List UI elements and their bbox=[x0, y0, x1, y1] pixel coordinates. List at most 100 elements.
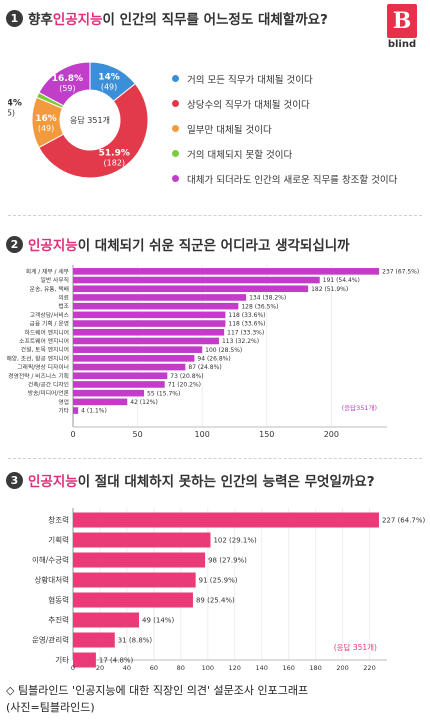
pie-center-label: 응답 351개 bbox=[70, 115, 110, 125]
bar bbox=[73, 268, 380, 275]
caption-line-1: ◇ 팀블라인드 '인공지능에 대한 직장인 의견' 설문조사 인포그래프 bbox=[6, 684, 309, 697]
tick-label: 180 bbox=[309, 664, 321, 672]
category-label: 건설, 토목 엔지니어 bbox=[21, 346, 69, 354]
pie-slice bbox=[38, 61, 91, 107]
tick-label: 200 bbox=[324, 430, 339, 439]
category-label: 협동력 bbox=[48, 595, 69, 605]
legend-label: 상당수의 직무가 대체될 것이다 bbox=[187, 99, 310, 111]
title-suffix: 이 절대 대체하지 못하는 인간의 능력은 무엇일까요? bbox=[77, 474, 375, 490]
bar bbox=[73, 632, 115, 648]
bar bbox=[73, 311, 226, 319]
category-label: 건축/공간 디자인 bbox=[28, 380, 69, 388]
legend-swatch bbox=[172, 75, 179, 82]
value-label: 227 (64.7%) bbox=[382, 516, 426, 524]
title-highlight: 인공지능 bbox=[28, 238, 78, 254]
value-label: 49 (14%) bbox=[142, 616, 174, 624]
pie-count-label: (5) bbox=[8, 108, 15, 117]
legend-item: 대체가 되더라도 인간의 새로운 직무를 창조할 것이다 bbox=[172, 166, 397, 191]
bar bbox=[73, 320, 226, 327]
bar bbox=[73, 302, 239, 310]
value-label: 98 (27.9%) bbox=[208, 556, 247, 564]
pie-legend: 거의 모든 직무가 대체될 것이다 상당수의 직무가 대체될 것이다 일부만 대체될… bbox=[172, 66, 397, 191]
logo-text: blind bbox=[387, 39, 417, 50]
value-label: 100 (28.5%) bbox=[205, 347, 242, 354]
bar bbox=[73, 572, 196, 588]
section-divider bbox=[8, 215, 422, 216]
pie-percent-label: 51.9% bbox=[99, 149, 130, 159]
bar bbox=[73, 612, 140, 628]
value-label: 31 (8.8%) bbox=[118, 636, 153, 644]
pie-chart: 14%(49)51.9%(182)16%(49)1.4%(5)16.8%(59)… bbox=[8, 61, 149, 179]
legend-swatch bbox=[172, 175, 179, 182]
value-label: 71 (20.2%) bbox=[168, 382, 201, 389]
title-prefix: 향후 bbox=[28, 12, 53, 28]
legend-label: 거의 대체되지 못할 것이다 bbox=[187, 149, 293, 161]
caption-line-2: (사진=팀블라인드) bbox=[6, 701, 95, 714]
title-highlight: 인공지능 bbox=[28, 474, 78, 490]
bar bbox=[73, 346, 203, 353]
logo-mark: B bbox=[387, 4, 417, 38]
bar bbox=[73, 592, 193, 608]
title-suffix: 이 대체되기 쉬운 직군은 어디라고 생각되십니까 bbox=[77, 238, 350, 254]
value-label: 55 (15.7%) bbox=[147, 390, 180, 397]
category-label: 의료 bbox=[58, 293, 69, 301]
title-highlight: 인공지능 bbox=[52, 12, 103, 28]
bar bbox=[73, 398, 128, 406]
job-bar-chart: 회계 / 재무 / 세무 237 (67.5%) 일반 사무직 191 (54.4%)… bbox=[6, 265, 419, 439]
value-label: 89 (25.4%) bbox=[196, 596, 235, 604]
question-number-badge: 2 bbox=[6, 235, 23, 253]
legend-label: 거의 모든 직무가 대체될 것이다 bbox=[187, 74, 313, 86]
bar bbox=[73, 381, 165, 388]
bar bbox=[73, 363, 186, 371]
category-label: 법조 bbox=[58, 302, 69, 310]
tick-label: 60 bbox=[150, 664, 158, 672]
question-number-badge: 3 bbox=[6, 471, 23, 489]
category-label: 창조력 bbox=[48, 516, 69, 525]
response-count-note: (응답 351개) bbox=[334, 642, 377, 652]
value-label: 91 (25.9%) bbox=[199, 576, 238, 584]
tick-label: 0 bbox=[71, 664, 75, 672]
tick-label: 200 bbox=[336, 664, 348, 672]
bar bbox=[73, 389, 145, 397]
legend-item: 거의 모든 직무가 대체될 것이다 bbox=[172, 66, 397, 91]
bar bbox=[73, 328, 225, 336]
value-label: 191 (54.4%) bbox=[323, 277, 360, 284]
value-label: 17 (4.8%) bbox=[99, 656, 134, 664]
value-label: 182 (51.9%) bbox=[311, 286, 348, 293]
bar bbox=[73, 532, 211, 548]
question-1-title: 1 향후 인공지능 이 인간의 직무를 어느정도 대체할까요? bbox=[6, 8, 328, 28]
title-suffix: 이 인간의 직무를 어느정도 대체할까요? bbox=[102, 12, 328, 28]
pie-percent-label: 16.8% bbox=[52, 74, 83, 84]
tick-label: 220 bbox=[363, 664, 375, 672]
tick-label: 100 bbox=[202, 664, 214, 672]
pie-percent-label: 14% bbox=[98, 72, 120, 82]
category-label: 해양, 조선, 항공 엔지니어 bbox=[6, 354, 69, 362]
response-count-note: (응답351개) bbox=[342, 403, 377, 412]
category-label: 금융 기획 / 운영 bbox=[30, 320, 69, 328]
question-2-title: 2 인공지능 이 대체되기 쉬운 직군은 어디라고 생각되십니까 bbox=[6, 234, 350, 254]
pie-count-label: (182) bbox=[104, 159, 126, 168]
legend-swatch bbox=[172, 125, 179, 132]
bar bbox=[73, 337, 219, 345]
tick-label: 50 bbox=[132, 430, 142, 439]
legend-label: 대체가 되더라도 인간의 새로운 직무를 창조할 것이다 bbox=[187, 174, 398, 186]
bar bbox=[73, 512, 379, 528]
value-label: 4 (1.1%) bbox=[81, 408, 107, 415]
question-number-badge: 1 bbox=[6, 9, 23, 27]
pie-percent-label: 16% bbox=[35, 114, 57, 124]
value-label: 94 (26.8%) bbox=[197, 355, 230, 362]
bar bbox=[73, 285, 309, 293]
pie-count-label: (49) bbox=[38, 124, 54, 133]
pie-count-label: (59) bbox=[59, 84, 75, 93]
bar bbox=[73, 652, 96, 668]
value-label: 118 (33.6%) bbox=[228, 312, 265, 319]
category-label: 운송, 유통, 택배 bbox=[30, 285, 69, 293]
value-label: 87 (24.8%) bbox=[188, 364, 221, 371]
tick-label: 40 bbox=[123, 664, 131, 672]
legend-swatch bbox=[172, 150, 179, 157]
category-label: 일반 사무직 bbox=[40, 276, 69, 284]
value-label: 118 (33.6%) bbox=[228, 321, 265, 328]
legend-swatch bbox=[172, 100, 179, 107]
value-label: 128 (36.5%) bbox=[241, 303, 278, 310]
category-label: 소프트웨어 엔지니어 bbox=[19, 337, 69, 345]
